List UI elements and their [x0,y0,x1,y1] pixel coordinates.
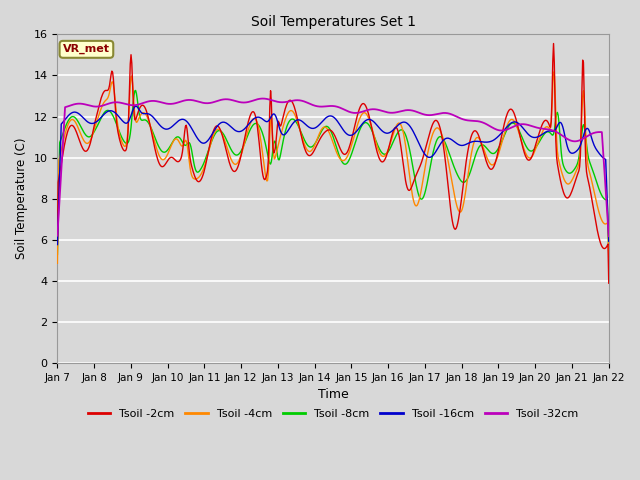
Text: VR_met: VR_met [63,44,110,54]
Title: Soil Temperatures Set 1: Soil Temperatures Set 1 [251,15,415,29]
X-axis label: Time: Time [317,388,348,401]
Legend: Tsoil -2cm, Tsoil -4cm, Tsoil -8cm, Tsoil -16cm, Tsoil -32cm: Tsoil -2cm, Tsoil -4cm, Tsoil -8cm, Tsoi… [84,404,582,423]
Y-axis label: Soil Temperature (C): Soil Temperature (C) [15,138,28,259]
